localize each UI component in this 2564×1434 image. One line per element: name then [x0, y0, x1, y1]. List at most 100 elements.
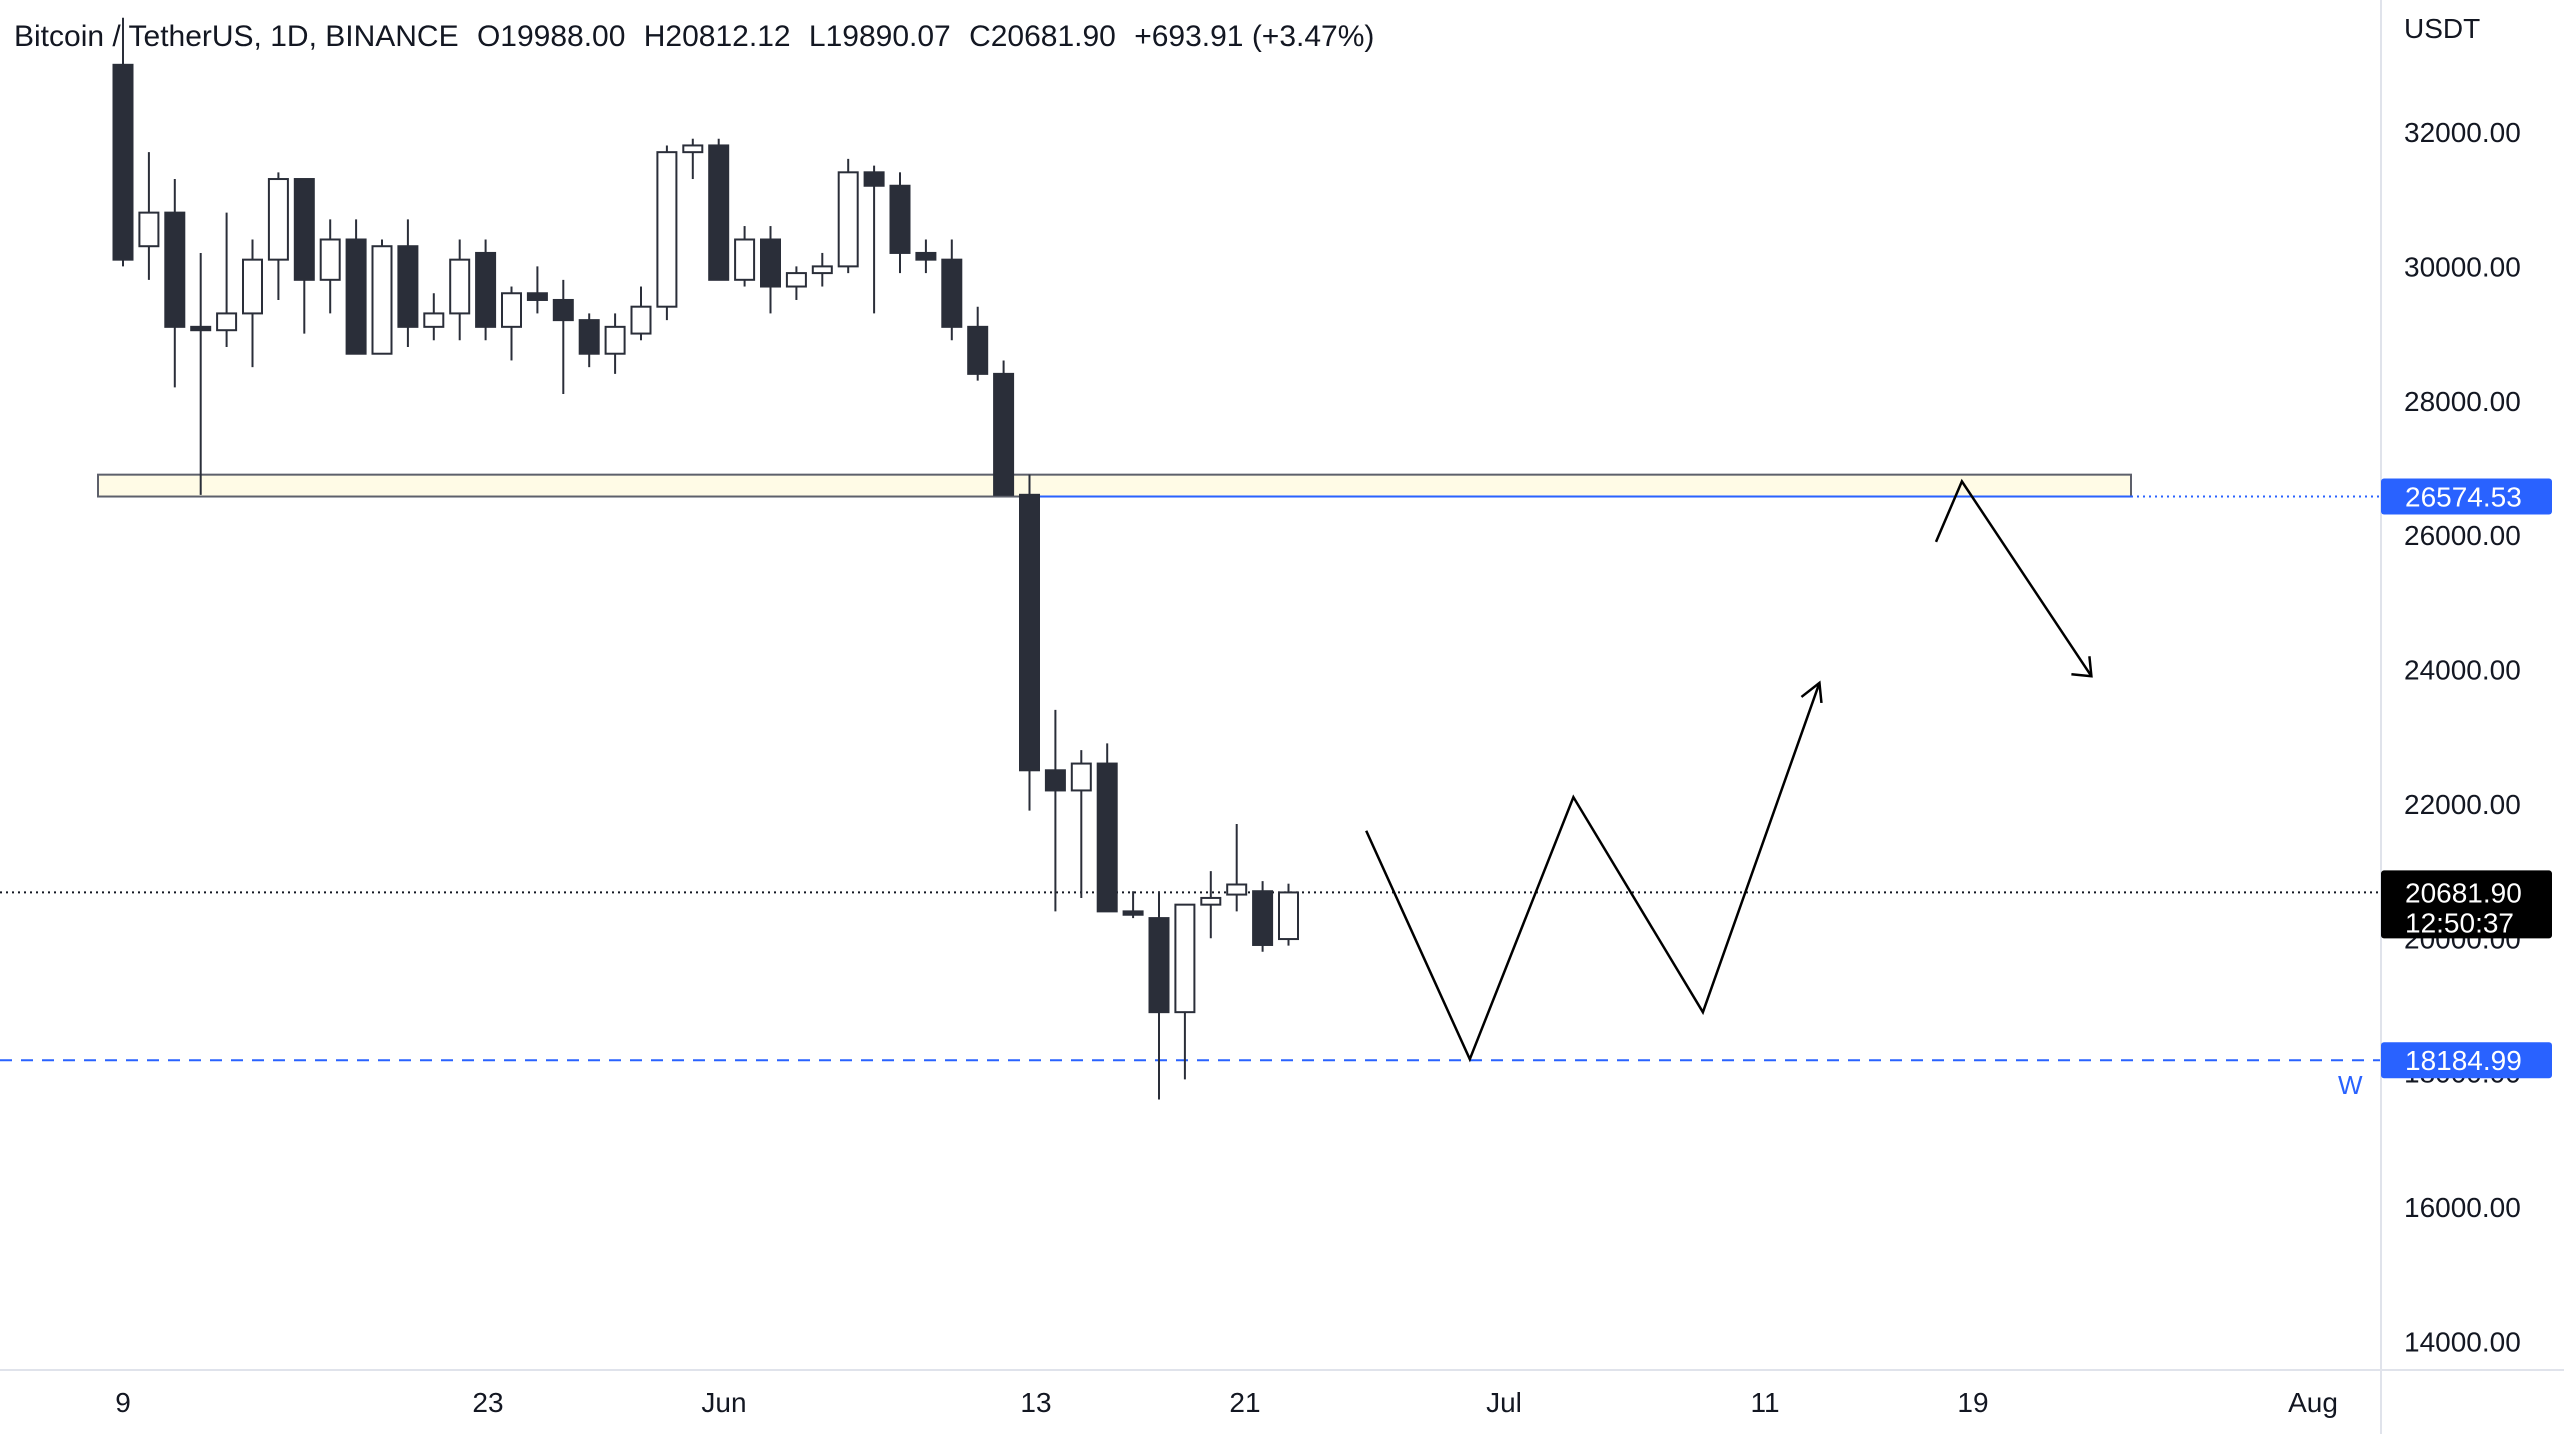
bar-countdown: 12:50:37 — [2405, 907, 2514, 938]
candle — [604, 313, 626, 374]
candle-body-up — [837, 171, 859, 268]
candle — [112, 17, 134, 267]
candle-body-down — [1019, 493, 1040, 772]
projection-zigzag — [1365, 682, 1821, 1063]
candle — [216, 212, 238, 347]
candle-body-down — [1044, 769, 1066, 792]
projection-drawings — [1365, 478, 2093, 1063]
candle-body-up — [138, 211, 160, 248]
candle-body-down — [1252, 890, 1274, 946]
candle-body-up — [371, 245, 393, 355]
candle — [475, 239, 497, 341]
candle-body-up — [319, 238, 341, 281]
time-tick-label: 23 — [472, 1387, 503, 1418]
price-tick-label: 22000.00 — [2404, 789, 2521, 820]
candle-body-up — [423, 312, 445, 328]
candle-body-up — [1226, 883, 1248, 896]
time-tick-label: Jul — [1486, 1387, 1522, 1418]
candle — [242, 239, 263, 368]
time-axis[interactable]: 9 23 Jun 13 21 Jul 11 19 Aug — [115, 1387, 2338, 1418]
candle-body-up — [811, 265, 833, 275]
candle-body-down — [967, 325, 989, 375]
support-price-tag: 18184.99 — [2381, 1042, 2552, 1079]
time-tick-label: 11 — [1750, 1387, 1779, 1418]
candle — [863, 165, 885, 314]
candle — [967, 306, 989, 381]
support-price-tag-bg — [2381, 1042, 2552, 1079]
candle — [811, 252, 833, 287]
candle-body-up — [785, 272, 807, 288]
candle — [267, 172, 289, 300]
candle-body-up — [501, 292, 522, 328]
candle — [164, 179, 186, 388]
candle-body-down — [190, 325, 212, 332]
resistance-price-tag: 26574.53 — [2381, 478, 2552, 515]
chart-legend: Bitcoin / TetherUS, 1D, BINANCE O19988.0… — [14, 20, 1384, 54]
candles-layer — [112, 17, 1299, 1100]
price-tick-label: 28000.00 — [2404, 386, 2521, 417]
candle — [345, 219, 367, 355]
projection-arrowhead-down — [2071, 656, 2093, 678]
candle-body-down — [164, 211, 186, 328]
candle — [1070, 750, 1092, 898]
candle — [1252, 881, 1274, 952]
price-unit-label: USDT — [2404, 13, 2480, 44]
candle — [837, 158, 859, 274]
candle-body-up — [1174, 903, 1196, 1014]
candle-body-down — [293, 178, 315, 281]
price-axis[interactable]: 14000.0016000.0018000.0020000.0022000.00… — [2404, 117, 2521, 1357]
candle-body-up — [1070, 762, 1092, 792]
candle-body-down — [397, 245, 419, 328]
price-tick-label: 30000.00 — [2404, 251, 2521, 282]
candle — [526, 266, 548, 314]
candle — [1278, 883, 1299, 946]
candle — [1122, 891, 1144, 919]
candle-body-down — [345, 238, 367, 355]
support-marker-label: W — [2338, 1070, 2363, 1100]
candle — [1044, 709, 1066, 912]
candle — [423, 293, 445, 341]
candle — [319, 219, 341, 314]
price-tick-label: 16000.00 — [2404, 1192, 2521, 1223]
support-price-value: 18184.99 — [2405, 1045, 2522, 1076]
candle — [734, 226, 756, 287]
candle — [993, 360, 1015, 496]
legend-close: C20681.90 — [969, 20, 1116, 53]
candle — [293, 178, 315, 334]
candle — [1226, 824, 1248, 912]
time-tick-label: 13 — [1020, 1387, 1051, 1418]
candle — [578, 313, 600, 368]
last-price-tag-bg — [2381, 870, 2552, 939]
candle — [760, 226, 781, 314]
candle-body-down — [993, 372, 1015, 496]
legend-change: +693.91 (+3.47%) — [1134, 20, 1375, 53]
legend-high: H20812.12 — [643, 20, 791, 53]
last-price-value: 20681.90 — [2405, 877, 2522, 908]
time-tick-label: 21 — [1229, 1387, 1260, 1418]
candle-body-down — [1096, 762, 1118, 913]
time-tick-label: Jun — [701, 1387, 746, 1418]
candle — [1148, 891, 1170, 1100]
candle-body-down — [552, 298, 574, 322]
time-tick-label: Aug — [2288, 1387, 2338, 1418]
candle-body-up — [682, 144, 704, 154]
candle — [1200, 871, 1222, 939]
candle-body-up — [1278, 891, 1299, 941]
candle-body-up — [242, 258, 263, 315]
time-tick-label: 19 — [1957, 1387, 1988, 1418]
candle — [1096, 743, 1118, 913]
price-tick-label: 26000.00 — [2404, 520, 2521, 551]
candle — [708, 138, 730, 281]
resistance-price-value: 26574.53 — [2405, 482, 2522, 513]
candle-body-up — [216, 312, 238, 332]
candle — [941, 239, 963, 341]
candle-body-up — [604, 325, 626, 355]
time-tick-label: 9 — [115, 1387, 131, 1418]
candle-body-down — [941, 258, 963, 328]
resistance-zone[interactable] — [97, 473, 2132, 498]
candle — [552, 279, 574, 395]
candle — [785, 266, 807, 300]
candle — [915, 239, 937, 274]
